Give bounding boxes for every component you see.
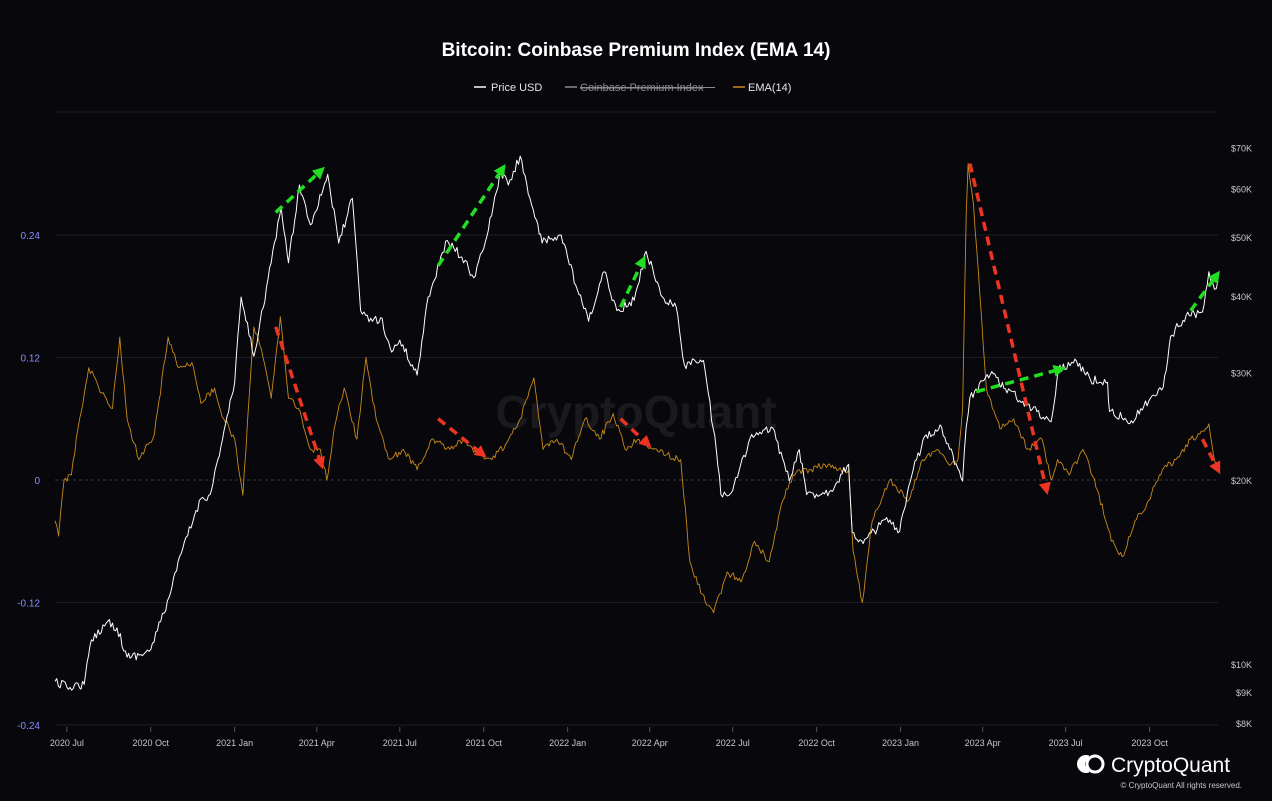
right-tick-label: $30K	[1231, 368, 1252, 378]
right-axis: $70K $60K $50K $40K $30K $20K $10K $9K $8K	[1231, 143, 1252, 729]
x-tick-label: 2022 Apr	[632, 738, 668, 748]
x-tick-label: 2021 Apr	[299, 738, 335, 748]
legend[interactable]: Price USD Coinbase Premium Index EMA(14)	[474, 82, 791, 94]
x-tick-label: 2021 Oct	[465, 738, 502, 748]
cryptoquant-logo-icon	[1077, 754, 1105, 774]
legend-item-coinbase-premium[interactable]: Coinbase Premium Index	[565, 82, 715, 94]
right-tick-label: $20K	[1231, 476, 1252, 486]
brand-name: CryptoQuant	[1111, 754, 1230, 777]
left-tick-label: -0.12	[17, 599, 40, 610]
x-axis: 2020 Jul 2020 Oct 2021 Jan 2021 Apr 2021 Jul…	[50, 727, 1168, 748]
green-up-arrow	[618, 255, 646, 308]
x-tick-label: 2023 Oct	[1131, 738, 1168, 748]
right-tick-label: $10K	[1231, 660, 1252, 670]
legend-item-ema[interactable]: EMA(14)	[733, 82, 791, 94]
red-down-arrow	[274, 326, 325, 470]
green-up-arrow	[274, 166, 325, 214]
right-tick-label: $40K	[1231, 292, 1252, 302]
right-tick-label: $70K	[1231, 143, 1252, 153]
legend-label-price: Price USD	[491, 82, 542, 94]
red-down-arrow	[437, 417, 487, 458]
left-tick-label: 0	[34, 476, 40, 487]
x-tick-label: 2023 Jul	[1049, 738, 1083, 748]
red-down-arrow	[619, 417, 652, 448]
x-tick-label: 2022 Jul	[716, 738, 750, 748]
left-tick-label: 0.12	[21, 354, 41, 365]
left-tick-label: 0.24	[21, 231, 41, 242]
green-up-arrow	[1189, 270, 1220, 312]
x-tick-label: 2020 Jul	[50, 738, 84, 748]
grid	[55, 111, 1218, 726]
x-tick-label: 2022 Oct	[798, 738, 835, 748]
left-tick-label: -0.24	[17, 721, 40, 732]
x-tick-label: 2021 Jul	[383, 738, 417, 748]
x-tick-label: 2023 Apr	[965, 738, 1001, 748]
brand-logo: CryptoQuant	[1077, 754, 1230, 777]
right-tick-label: $8K	[1236, 719, 1252, 729]
x-tick-label: 2023 Jan	[882, 738, 919, 748]
x-tick-label: 2020 Oct	[133, 738, 170, 748]
copyright: © CryptoQuant All rights reserved.	[1121, 781, 1243, 790]
red-down-arrow	[1200, 438, 1221, 475]
legend-item-price[interactable]: Price USD	[474, 82, 542, 94]
right-tick-label: $50K	[1231, 233, 1252, 243]
chart-title: Bitcoin: Coinbase Premium Index (EMA 14)	[442, 40, 831, 61]
right-tick-label: $60K	[1231, 184, 1252, 194]
red-down-arrow	[968, 163, 1051, 495]
legend-label-ema: EMA(14)	[748, 82, 791, 94]
annotations	[274, 163, 1221, 495]
right-tick-label: $9K	[1236, 688, 1252, 698]
left-axis: 0.24 0.12 0 -0.12 -0.24	[17, 231, 40, 732]
x-tick-label: 2021 Jan	[216, 738, 253, 748]
x-tick-label: 2022 Jan	[549, 738, 586, 748]
watermark: CryptoQuant	[495, 386, 776, 438]
green-up-arrow	[436, 164, 506, 267]
